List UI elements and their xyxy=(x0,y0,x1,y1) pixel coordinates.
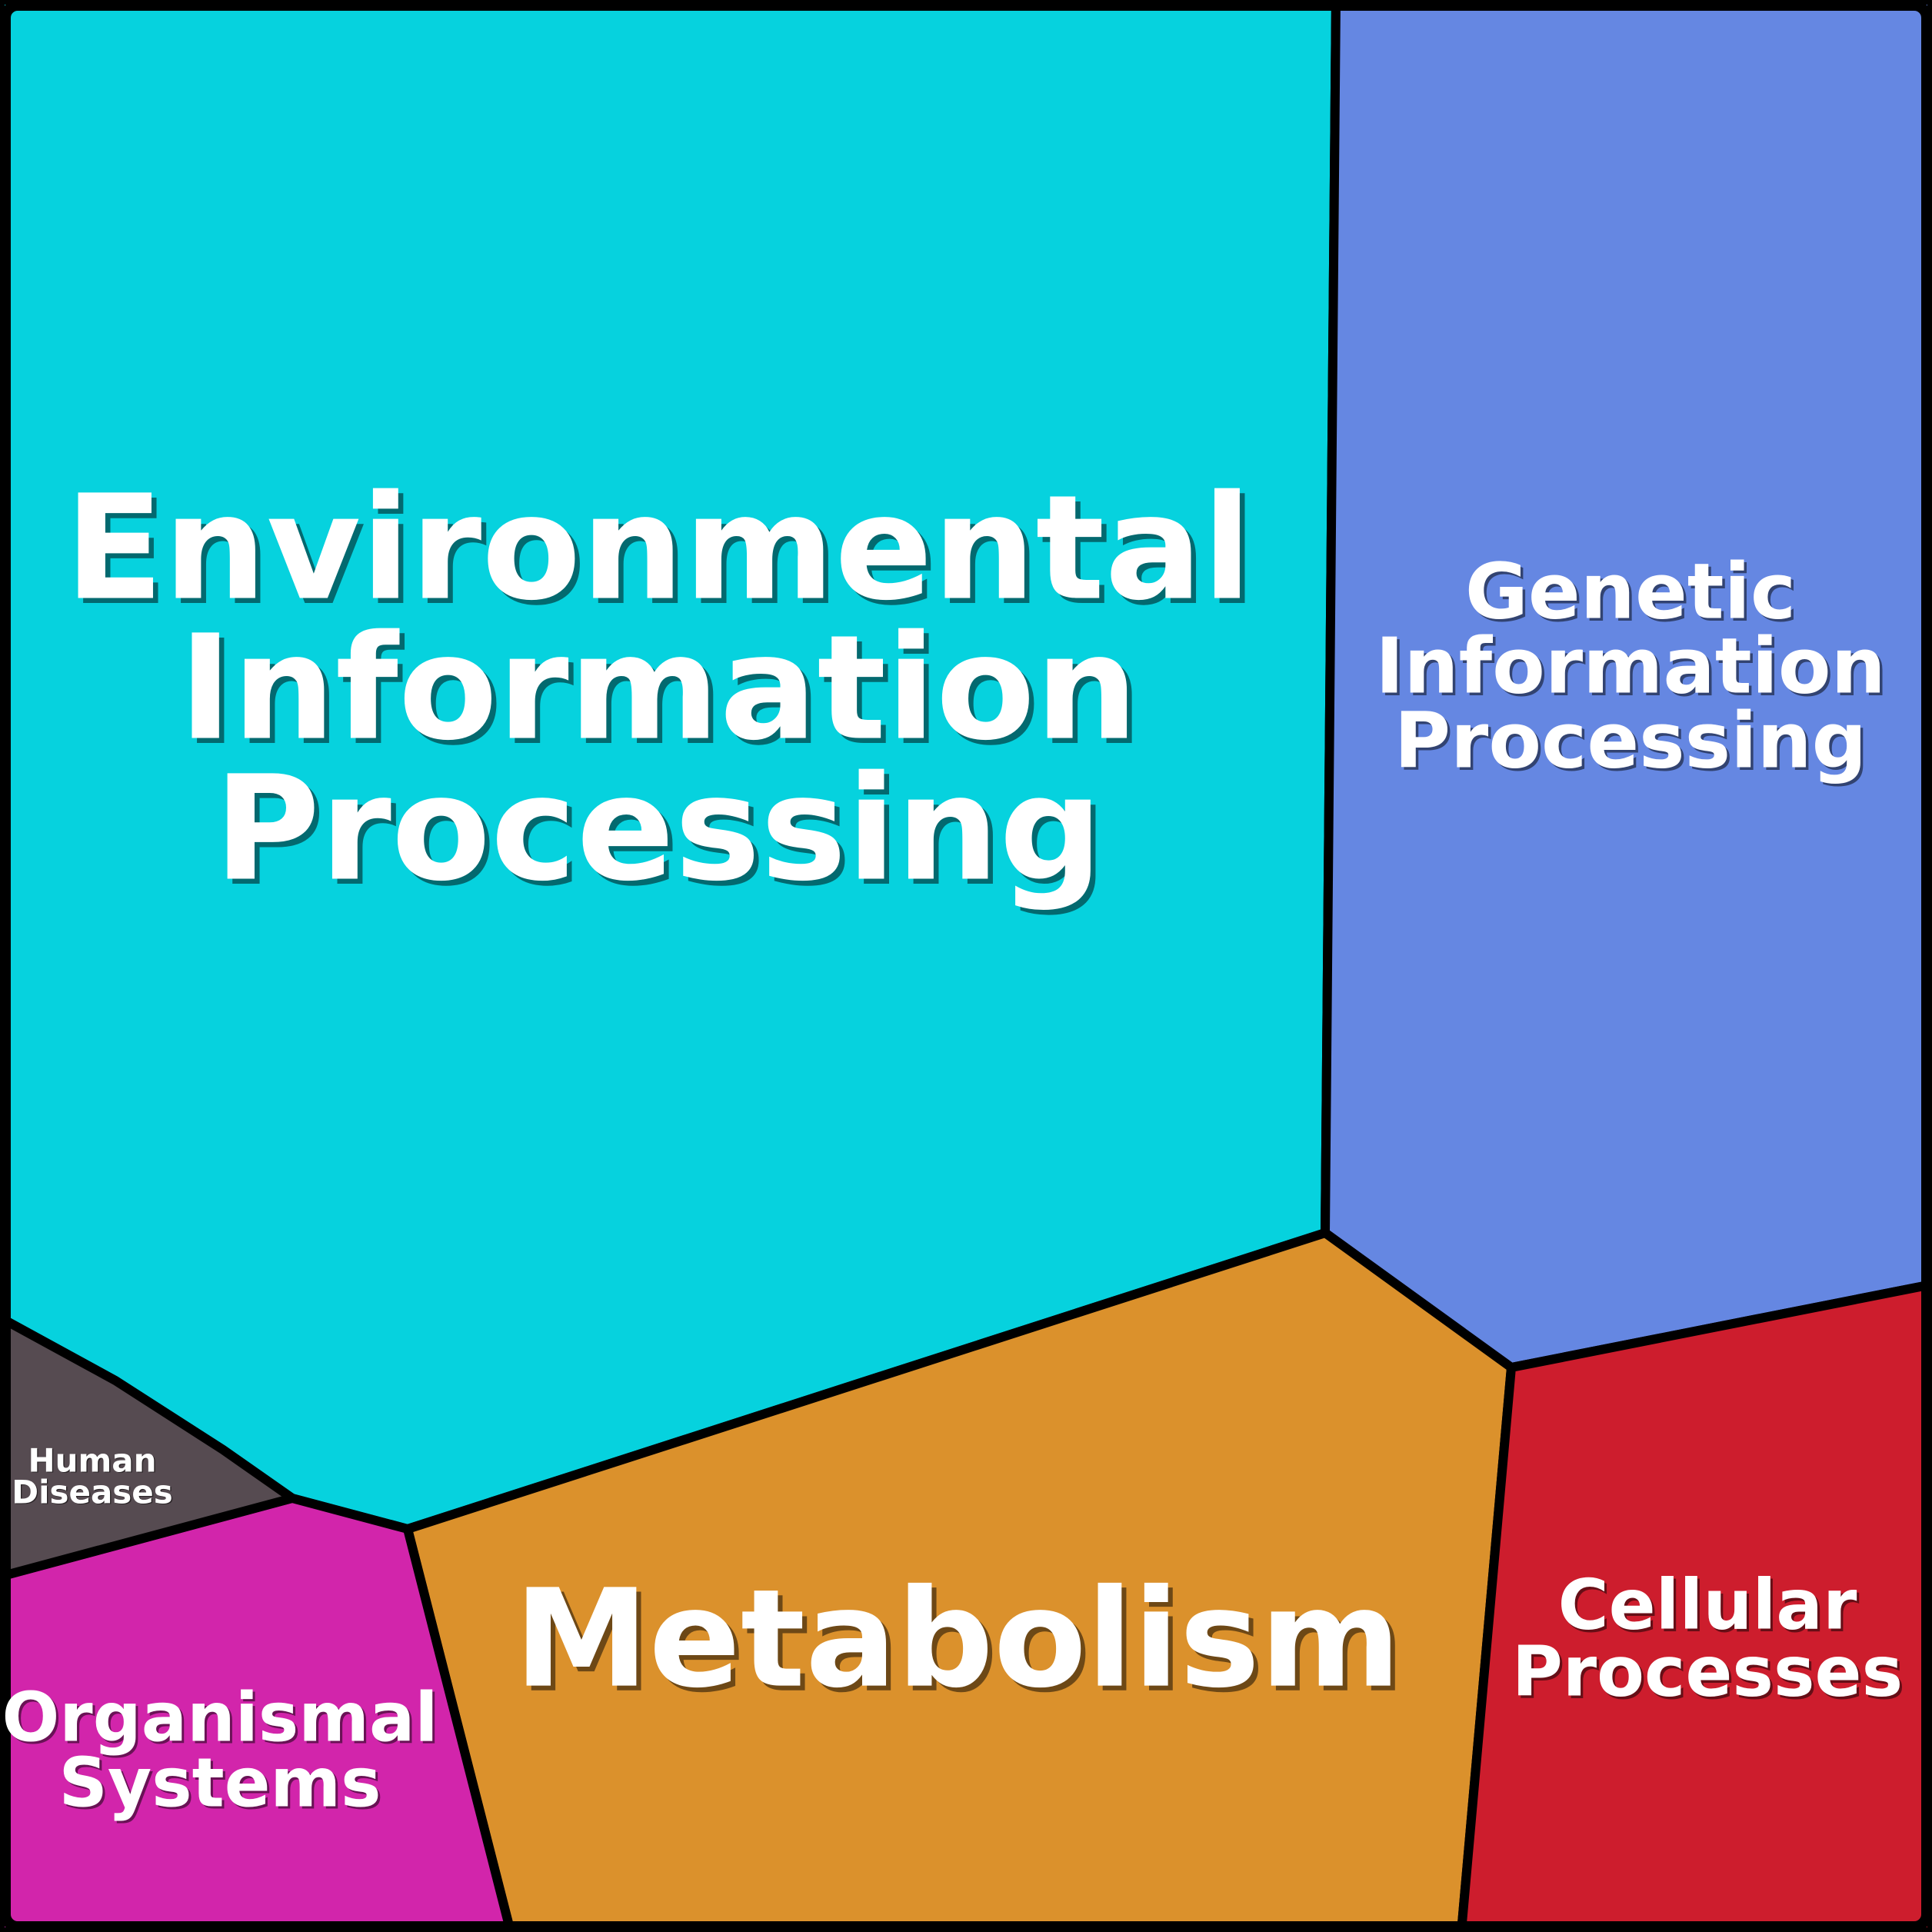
region-cellular-processes xyxy=(1456,1279,1932,1932)
region-metabolism xyxy=(401,1227,1517,1932)
region-human-diseases xyxy=(0,1312,303,1582)
region-genetic-information-processing xyxy=(1320,0,1932,1373)
